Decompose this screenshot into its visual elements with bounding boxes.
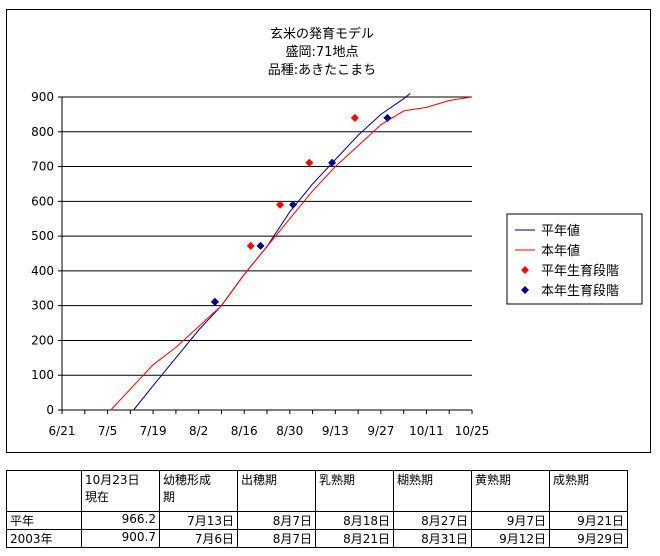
table-header-row: 10月23日 現在 幼穂形成 期出穂期 乳熟期 糊熟期 黄熟期 成熟期 — [6, 470, 628, 512]
table-header-cell: 幼穂形成 期 — [159, 470, 238, 512]
y-tick-label: 800 — [31, 125, 54, 139]
table-cell: 9月12日 — [471, 529, 550, 548]
table-cell: 8月27日 — [393, 511, 472, 530]
table-cell: 7月6日 — [159, 529, 238, 548]
table-cell: 9月7日 — [471, 511, 550, 530]
x-tick-label: 7/5 — [98, 424, 117, 438]
series-3-point-2 — [289, 200, 298, 209]
x-tick-label: 10/11 — [409, 424, 444, 438]
series-3-point-4 — [383, 113, 392, 122]
table-row: 2003年 900.7 7月6日 8月7日 8月21日 8月31日 9月12日 9月29日 — [6, 529, 628, 548]
legend-marker-2 — [521, 266, 529, 274]
table-cell: 8月31日 — [393, 529, 472, 548]
y-tick-label: 300 — [31, 299, 54, 313]
y-tick-label: 0 — [46, 403, 54, 417]
chart-frame: 玄米の発育モデル 盛岡:71地点品種:あきたこまち 0 100 200 300 400 500… — [6, 9, 651, 453]
table-header-cell: 糊熟期 — [393, 470, 472, 512]
x-tick-label: 9/13 — [322, 424, 349, 438]
table-cell: 平年 — [6, 511, 82, 530]
y-tick-label: 400 — [31, 264, 54, 278]
series-2-point-2 — [276, 200, 285, 209]
table-cell: 7月13日 — [159, 511, 238, 530]
legend-box — [506, 213, 643, 305]
y-tick-label: 600 — [31, 194, 54, 208]
series-line-0 — [133, 93, 411, 411]
table-cell: 9月29日 — [549, 529, 628, 548]
x-tick-label: 9/27 — [367, 424, 394, 438]
table-cell: 8月21日 — [315, 529, 394, 548]
table-cell: 8月7日 — [237, 511, 316, 530]
chart-title-line-1: 盛岡:71地点 — [286, 45, 359, 60]
table-cell: 8月7日 — [237, 529, 316, 548]
y-tick-label: 500 — [31, 229, 54, 243]
table-header-cell: 10月23日 現在 — [81, 470, 160, 512]
legend-label-1: 本年値 — [541, 243, 580, 259]
x-tick-label: 8/30 — [276, 424, 303, 438]
chart-title-line-0: 玄米の発育モデル — [270, 26, 374, 42]
x-tick-label: 10/25 — [455, 424, 490, 438]
table-header-cell: 出穂期 — [237, 470, 316, 512]
series-3-point-0 — [210, 297, 219, 306]
series-line-1 — [110, 96, 473, 411]
y-tick-label: 900 — [31, 90, 54, 104]
y-tick-label: 100 — [31, 368, 54, 382]
legend-label-3: 本年生育段階 — [541, 283, 619, 299]
table-header-cell: 黄熟期 — [471, 470, 550, 512]
y-tick-label: 700 — [31, 160, 54, 174]
table-cell: 900.7 — [81, 529, 160, 548]
table-cell: 8月18日 — [315, 511, 394, 530]
y-tick-label: 200 — [31, 333, 54, 347]
series-2-point-4 — [350, 113, 359, 122]
table-header-cell: 成熟期 — [549, 470, 628, 512]
legend-label-2: 平年生育段階 — [541, 263, 619, 279]
series-2-point-3 — [305, 158, 314, 167]
chart-title-line-2: 品種:あきたこまち — [268, 62, 376, 78]
table-cell: 966.2 — [81, 511, 160, 530]
table-header-cell — [6, 470, 82, 512]
table-cell: 2003年 — [6, 529, 82, 548]
table-row: 平年 966.2 7月13日 8月7日 8月18日 8月27日 9月7日 9月21日 — [6, 511, 628, 530]
x-tick-label: 7/19 — [140, 424, 167, 438]
series-2-point-1 — [246, 241, 255, 250]
series-3-point-1 — [256, 241, 265, 250]
stage-table: 10月23日 現在 幼穂形成 期出穂期 乳熟期 糊熟期 黄熟期 成熟期 平年 966.2 7月1… — [6, 470, 628, 548]
series-3-point-3 — [328, 158, 337, 167]
legend-label-0: 平年値 — [541, 223, 580, 239]
table-cell: 9月21日 — [549, 511, 628, 530]
table-header-cell: 乳熟期 — [315, 470, 394, 512]
x-tick-label: 8/16 — [231, 424, 258, 438]
x-tick-label: 6/21 — [49, 424, 76, 438]
x-tick-label: 8/2 — [189, 424, 208, 438]
legend-marker-3 — [521, 286, 529, 294]
